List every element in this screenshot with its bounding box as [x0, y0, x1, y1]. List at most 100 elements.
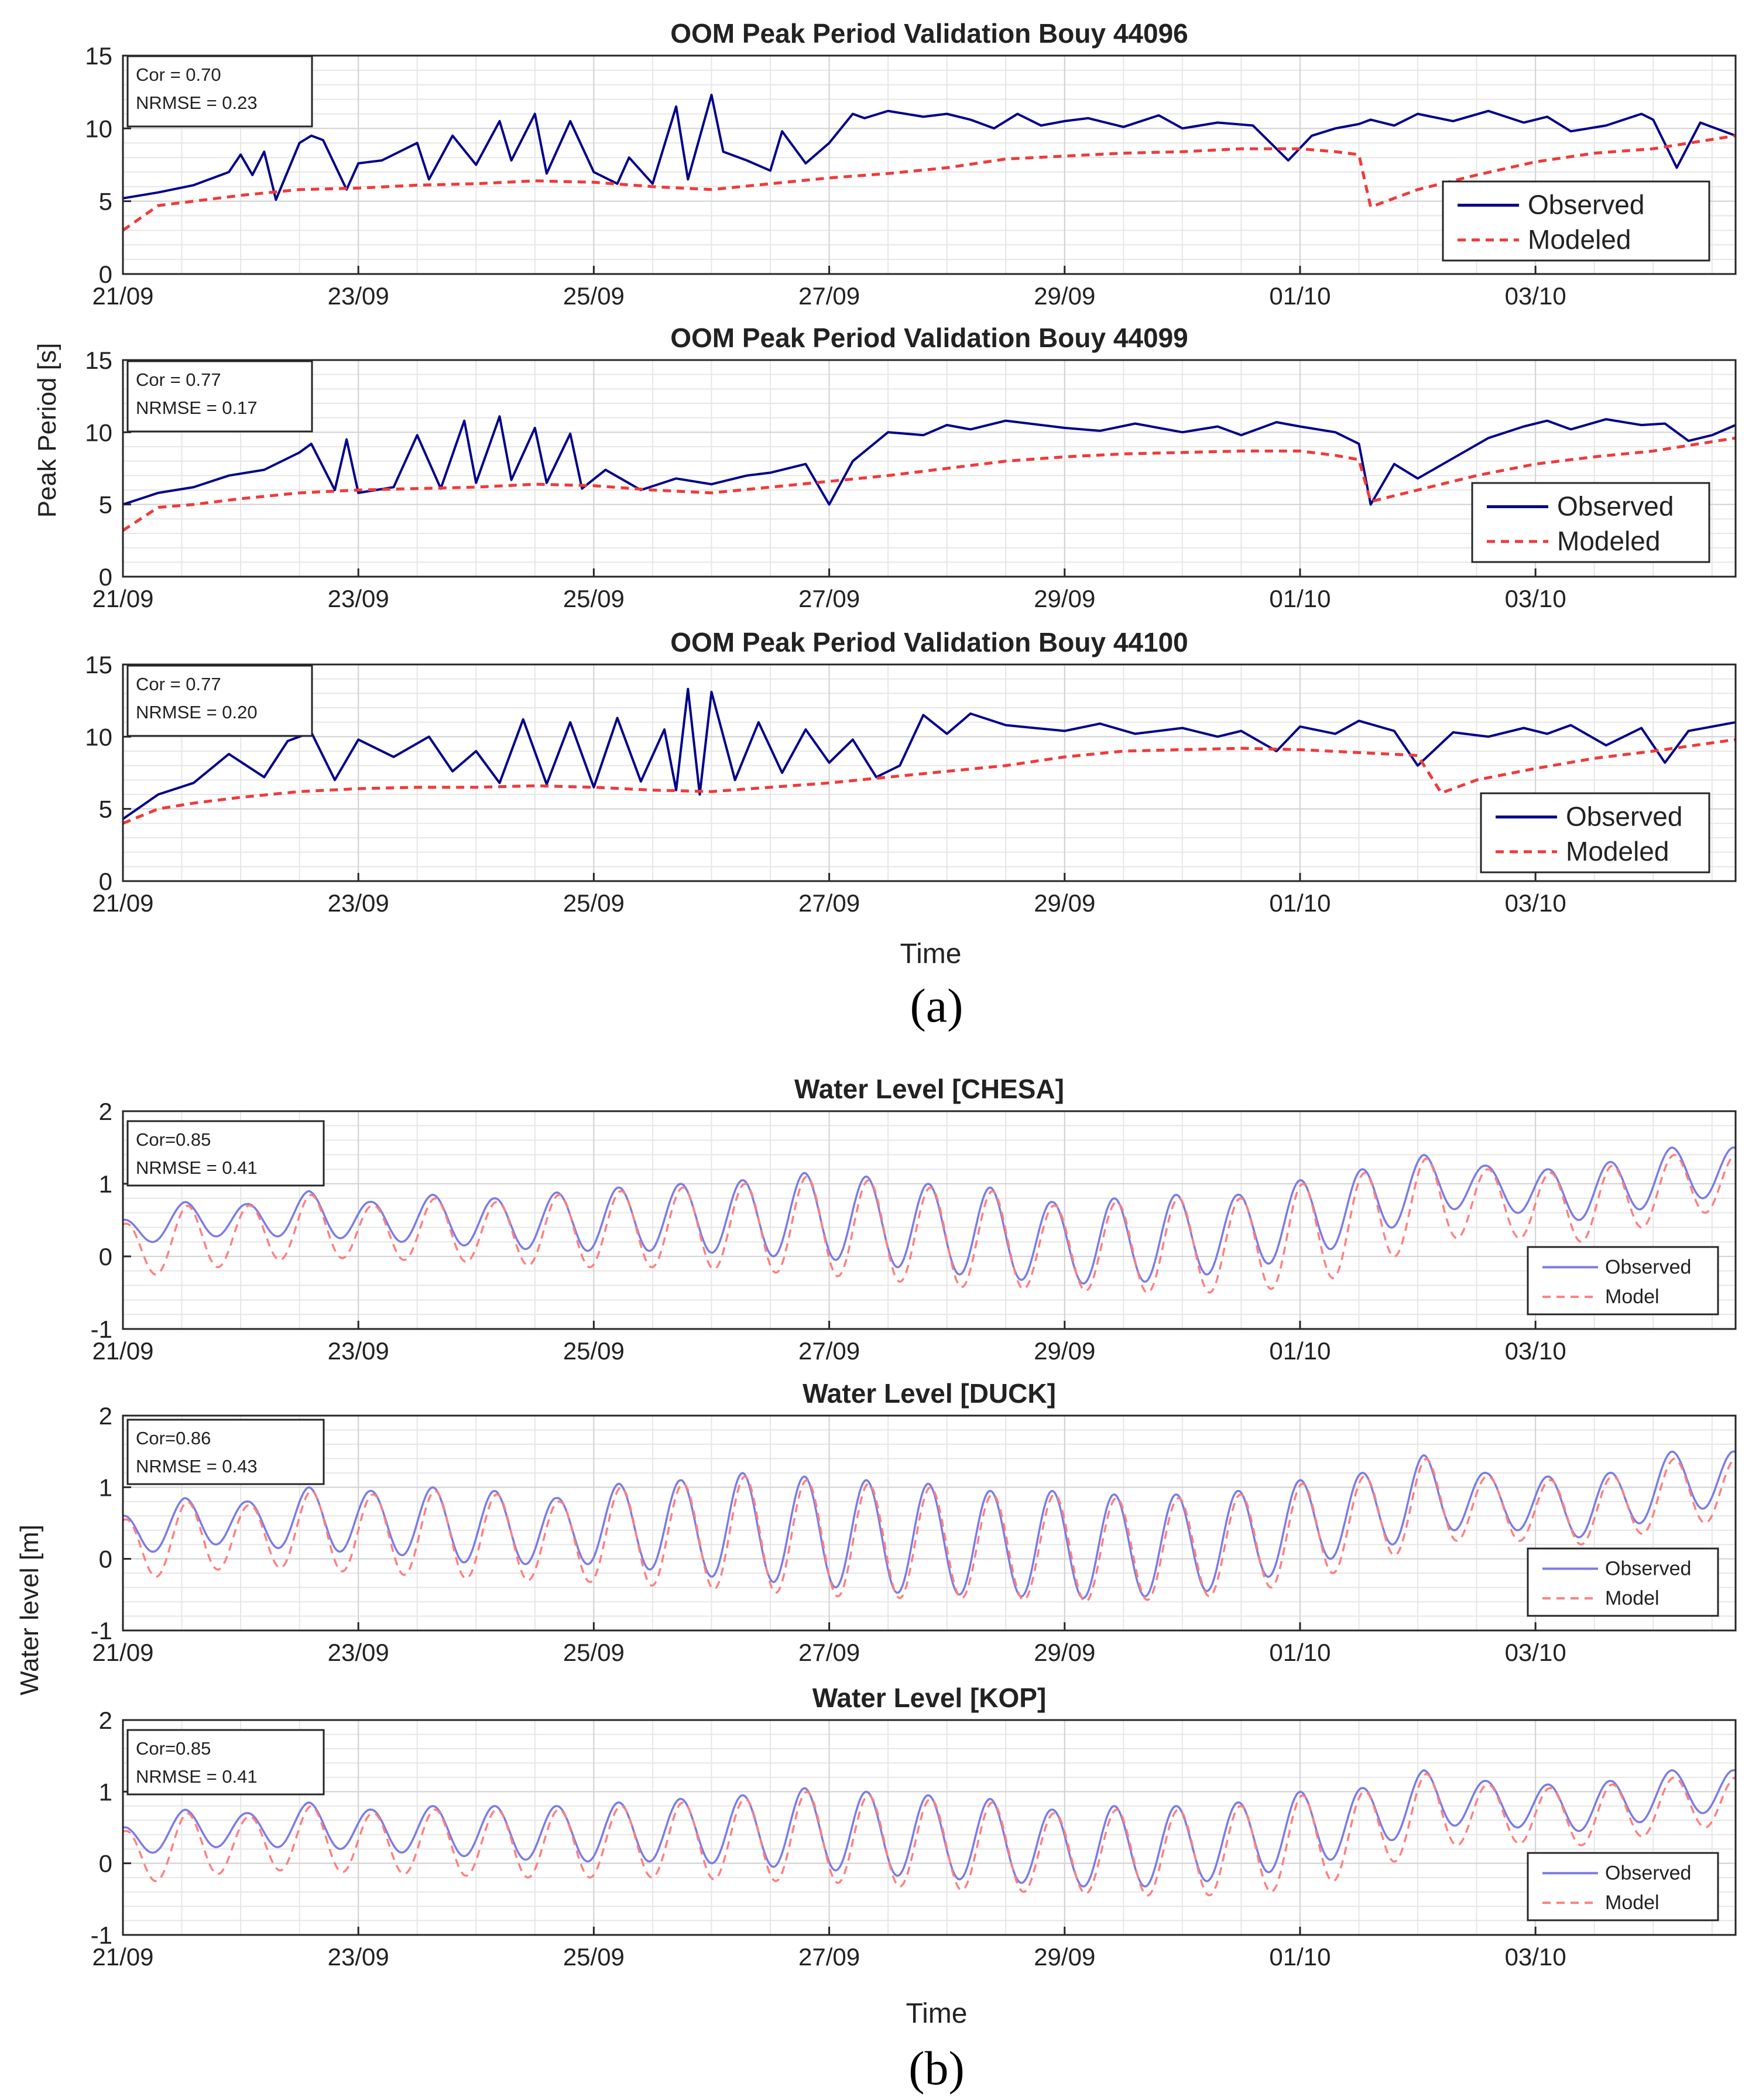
x-tick-label: 27/09 — [798, 1639, 860, 1666]
y-tick-label: 1 — [99, 1778, 112, 1806]
x-tick-label: 01/10 — [1269, 1639, 1331, 1666]
stats-box — [126, 360, 313, 433]
y-tick-label: 5 — [99, 188, 112, 215]
y-tick-label: 15 — [85, 42, 112, 70]
series-line-observed — [122, 687, 1736, 820]
x-tick-label: 03/10 — [1505, 282, 1566, 310]
x-tick-label: 21/09 — [92, 1639, 153, 1666]
x-tick-label: 27/09 — [798, 282, 860, 310]
y-tick-label: 0 — [99, 1546, 112, 1573]
legend-label: Observed — [1605, 1558, 1691, 1580]
y-tick-label: 2 — [99, 1707, 112, 1734]
chart-title: Water Level [DUCK] — [803, 1378, 1056, 1409]
x-tick-label: 03/10 — [1505, 1337, 1566, 1365]
legend-label: Modeled — [1528, 224, 1631, 255]
x-tick-label: 01/10 — [1269, 585, 1331, 612]
legend-label: Observed — [1557, 491, 1674, 522]
legend-label: Model — [1605, 1286, 1659, 1308]
stats-box — [126, 664, 313, 737]
axes-box — [122, 1719, 1737, 1936]
y-tick-label: 0 — [99, 1850, 112, 1878]
y-tick-label: 5 — [99, 491, 112, 519]
y-tick-label: 2 — [99, 1098, 112, 1125]
plot-area — [123, 664, 1736, 881]
chart-title: OOM Peak Period Validation Bouy 44100 — [670, 627, 1188, 657]
x-tick-label: 29/09 — [1034, 1943, 1095, 1971]
legend-box — [1527, 1547, 1719, 1617]
legend-label: Observed — [1528, 190, 1644, 220]
x-tick-label: 23/09 — [328, 1943, 389, 1971]
x-tick-label: 25/09 — [563, 1337, 625, 1365]
legend-box — [1527, 1852, 1719, 1921]
x-tick-label: 21/09 — [92, 889, 153, 917]
x-tick-label: 29/09 — [1034, 1337, 1095, 1365]
chart-title: OOM Peak Period Validation Bouy 44096 — [670, 18, 1188, 49]
chart-panel-6: Water Level [KOP] 21/09 23/09 25/09 27/09 29/… — [91, 1683, 1737, 1971]
stats-text: NRMSE = 0.43 — [136, 1456, 258, 1476]
stats-text: NRMSE = 0.23 — [136, 93, 258, 113]
plot-area — [123, 1111, 1736, 1329]
stats-text: Cor=0.86 — [136, 1428, 211, 1448]
x-tick-label: 25/09 — [563, 889, 625, 917]
x-tick-label: 29/09 — [1034, 585, 1095, 612]
stats-text: NRMSE = 0.20 — [136, 702, 258, 722]
stats-text: NRMSE = 0.41 — [136, 1157, 258, 1178]
legend-box — [1442, 180, 1710, 262]
x-tick-label: 27/09 — [798, 1337, 860, 1365]
y-tick-label: 10 — [85, 419, 112, 446]
stats-text: Cor = 0.77 — [136, 674, 221, 694]
x-tick-label: 21/09 — [92, 282, 153, 310]
legend-label: Model — [1605, 1587, 1659, 1609]
x-tick-label: 03/10 — [1505, 585, 1566, 612]
stats-text: Cor = 0.77 — [136, 369, 221, 390]
series-line-model — [122, 1457, 1736, 1603]
series-line-observed — [122, 1146, 1736, 1285]
x-tick-label: 25/09 — [563, 1943, 625, 1971]
x-tick-label: 23/09 — [328, 1639, 389, 1666]
series-line-modeled — [122, 134, 1736, 232]
y-tick-label: 0 — [99, 261, 112, 288]
panel-a-xlabel: Time — [900, 938, 962, 970]
legend-box — [1527, 1246, 1719, 1316]
y-tick-label: 1 — [99, 1170, 112, 1198]
x-tick-label: 29/09 — [1034, 282, 1095, 310]
legend-label: Modeled — [1566, 836, 1669, 866]
y-tick-label: 1 — [99, 1474, 112, 1501]
axes-box — [122, 1110, 1737, 1330]
x-tick-label: 29/09 — [1034, 889, 1095, 917]
chart-title: Water Level [KOP] — [812, 1683, 1047, 1713]
panel-a-ylabel: Peak Period [s] — [33, 343, 61, 518]
series-line-model — [122, 1773, 1736, 1897]
x-tick-label: 03/10 — [1505, 889, 1566, 917]
x-tick-label: 01/10 — [1269, 1337, 1331, 1365]
stats-text: Cor=0.85 — [136, 1129, 211, 1150]
y-tick-label: -1 — [91, 1617, 112, 1645]
legend-label: Model — [1605, 1892, 1659, 1914]
series-line-observed — [122, 94, 1736, 201]
x-tick-label: 27/09 — [798, 585, 860, 612]
legend-box — [1480, 792, 1710, 873]
y-tick-label: 0 — [99, 1243, 112, 1270]
axes-box — [122, 663, 1737, 882]
x-tick-label: 21/09 — [92, 1337, 153, 1365]
x-tick-label: 03/10 — [1505, 1943, 1566, 1971]
legend-label: Observed — [1566, 801, 1682, 832]
stats-text: Cor=0.85 — [136, 1738, 211, 1759]
chart-panel-4: Water Level [CHESA] 21/09 23/09 25/09 27/09 2… — [91, 1074, 1737, 1365]
x-tick-label: 23/09 — [328, 1337, 389, 1365]
stats-box — [126, 55, 313, 128]
x-tick-label: 23/09 — [328, 889, 389, 917]
x-tick-label: 01/10 — [1269, 282, 1331, 310]
legend-label: Observed — [1605, 1862, 1691, 1885]
stats-box — [126, 1120, 325, 1187]
series-line-modeled — [122, 738, 1736, 825]
series-line-observed — [122, 1769, 1736, 1888]
series-line-modeled — [122, 436, 1736, 532]
panels-group: OOM Peak Period Validation Bouy 44096 21/… — [85, 18, 1737, 1971]
x-tick-label: 29/09 — [1034, 1639, 1095, 1666]
x-tick-label: 21/09 — [92, 1943, 153, 1971]
legend-box — [1471, 482, 1710, 563]
y-tick-label: 10 — [85, 115, 112, 142]
y-tick-label: 0 — [99, 868, 112, 895]
